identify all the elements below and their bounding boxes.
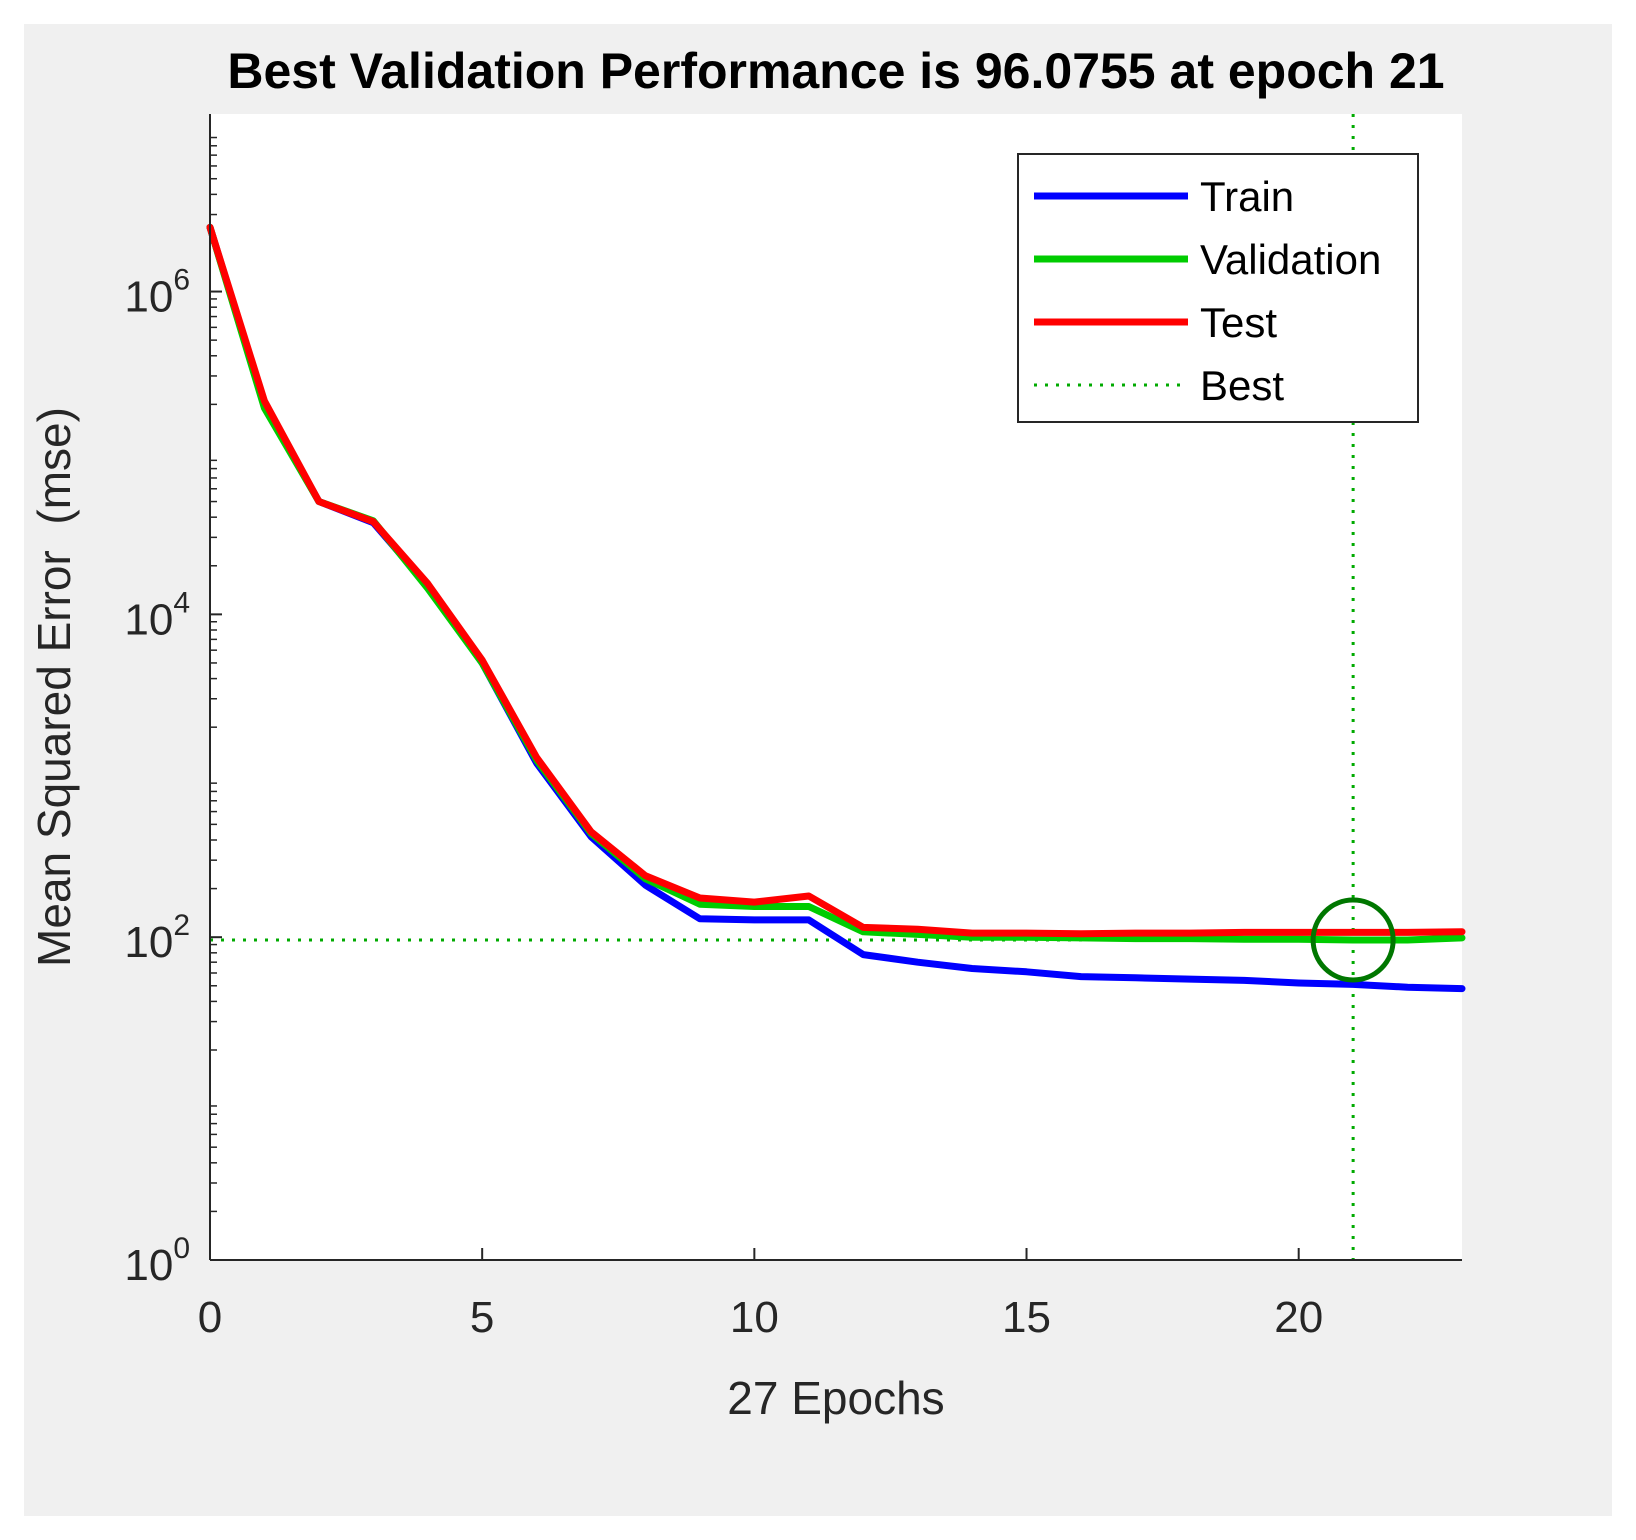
y-tick-label: 100 (124, 1232, 190, 1290)
y-axis-ticks: 100 102 104 106 (124, 264, 222, 1290)
x-tick-label: 5 (470, 1293, 494, 1342)
y-tick-label: 104 (124, 586, 190, 644)
x-tick-label: 10 (730, 1293, 779, 1342)
y-axis-label: Mean Squared Error (mse) (28, 407, 80, 967)
legend-train-label: Train (1200, 173, 1294, 220)
x-tick-label: 0 (198, 1293, 222, 1342)
y-minor-ticks (210, 136, 217, 1213)
y-tick-label: 106 (124, 264, 190, 322)
figure-background: Best Validation Performance is 96.0755 a… (24, 24, 1612, 1516)
legend-best-label: Best (1200, 362, 1284, 409)
series-line-test (206, 223, 1466, 938)
best-marker (1310, 897, 1396, 983)
x-axis-label: 27 Epochs (727, 1372, 944, 1424)
chart-title: Best Validation Performance is 96.0755 a… (227, 43, 1444, 99)
y-tick-label: 102 (124, 909, 190, 967)
performance-chart: Best Validation Performance is 96.0755 a… (28, 43, 1466, 1424)
legend-test-label: Test (1200, 299, 1277, 346)
x-axis-ticks: 0 5 10 15 20 (198, 1248, 1323, 1342)
series-lines (206, 223, 1466, 993)
legend: Train Validation Test Best (1017, 153, 1419, 423)
x-tick-label: 15 (1002, 1293, 1051, 1342)
legend-validation-label: Validation (1200, 236, 1381, 283)
x-tick-label: 20 (1274, 1293, 1323, 1342)
